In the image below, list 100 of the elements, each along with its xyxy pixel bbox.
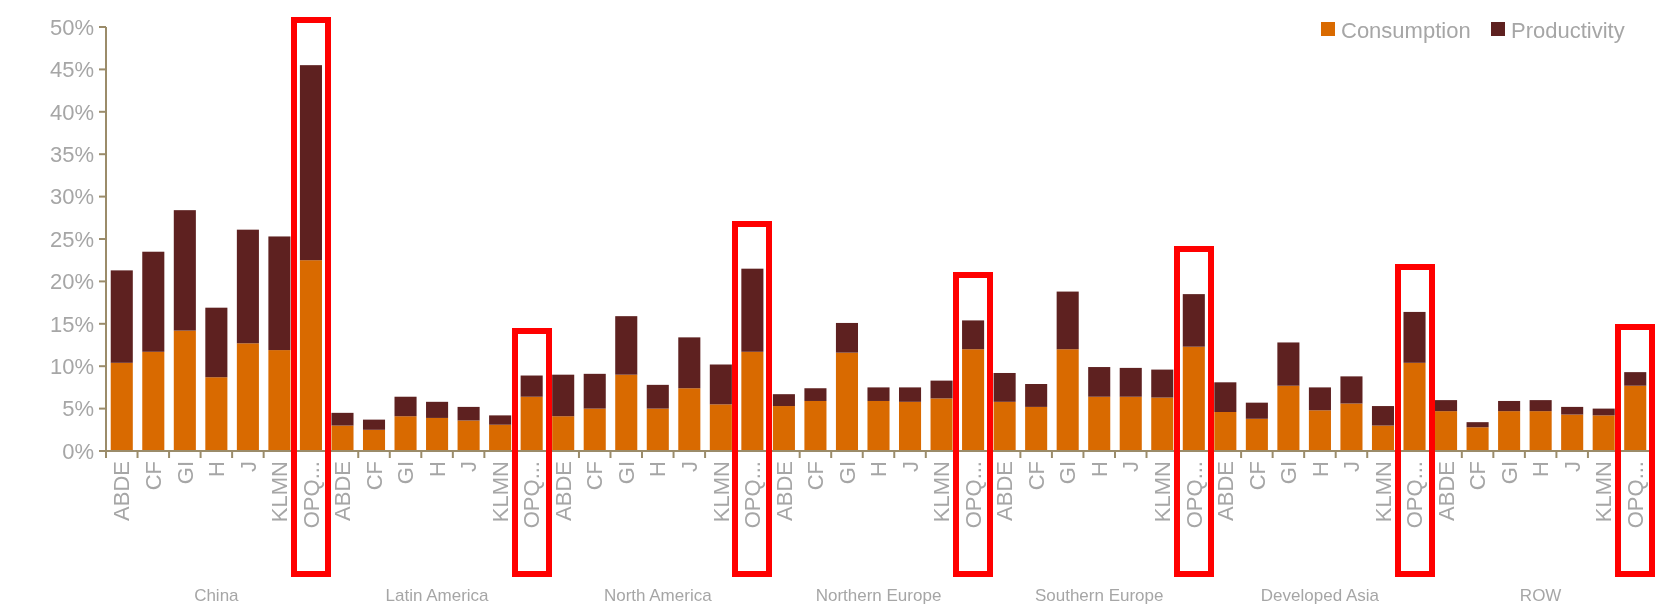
bar <box>1561 414 1584 451</box>
bar <box>1592 415 1615 451</box>
bar <box>899 387 922 402</box>
bar <box>1025 406 1048 451</box>
x-tick-label: J <box>1118 461 1144 472</box>
bar <box>142 351 165 451</box>
text: ROW <box>1519 586 1562 605</box>
x-tick-label: GI <box>393 461 419 485</box>
x-tick-label: OPQ... <box>740 461 766 529</box>
x-tick-label: GI <box>834 461 860 485</box>
y-tick-label: 25% <box>49 226 94 252</box>
bar <box>930 398 953 451</box>
bar <box>1498 400 1521 412</box>
y-tick-label: 50% <box>49 14 94 40</box>
bar <box>362 429 386 451</box>
bar <box>615 374 638 451</box>
bar <box>1529 400 1552 412</box>
x-tick-label: H <box>204 461 230 477</box>
y-tick-label: 20% <box>49 269 94 295</box>
bar <box>678 337 701 389</box>
bar <box>1214 382 1237 412</box>
x-tick-label: H <box>1086 461 1112 477</box>
bar <box>930 380 953 399</box>
bar <box>110 362 133 451</box>
bar <box>835 322 859 353</box>
bar <box>646 384 669 409</box>
y-tick-label: 5% <box>62 396 94 422</box>
y-tick-label: 45% <box>49 57 94 83</box>
bar <box>426 401 449 418</box>
bar <box>394 416 417 451</box>
y-tick-label: 40% <box>49 99 94 125</box>
x-tick-label: J <box>456 461 482 472</box>
bar <box>1056 291 1079 350</box>
x-tick-label: CF <box>141 461 166 491</box>
bar <box>1245 402 1268 419</box>
bar <box>1308 387 1331 411</box>
bar <box>110 270 133 363</box>
x-tick-label: H <box>645 461 671 477</box>
x-tick-label: J <box>897 461 923 472</box>
x-tick-label: CF <box>361 461 387 491</box>
text: Developed Asia <box>1260 586 1380 605</box>
bar <box>1088 396 1111 451</box>
x-tick-label: GI <box>1276 461 1302 485</box>
bar <box>236 343 259 451</box>
bar <box>709 364 732 405</box>
bar <box>457 406 480 421</box>
bar <box>1403 362 1426 451</box>
bar <box>1371 425 1395 451</box>
bar <box>1340 376 1363 404</box>
x-tick-label: CF <box>1465 461 1491 491</box>
bar <box>962 320 985 350</box>
x-tick-label: H <box>866 461 892 477</box>
x-tick-label: J <box>235 461 261 472</box>
x-tick-label: ABDE <box>109 461 135 521</box>
bar <box>867 400 890 451</box>
bar <box>1435 400 1458 412</box>
x-tick-label: OPQ... <box>960 461 986 529</box>
y-tick-label: 35% <box>49 141 94 167</box>
bar <box>1214 411 1237 451</box>
bar <box>1624 385 1647 451</box>
text: Northern Europe <box>815 586 942 605</box>
x-tick-label: ABDE <box>330 461 356 521</box>
x-tick-label: OPQ... <box>1402 461 1428 529</box>
bar <box>1466 422 1489 428</box>
text: Southern Europe <box>1034 586 1164 605</box>
text: North America <box>603 586 713 605</box>
legend-label: Productivity <box>1511 17 1625 43</box>
y-tick-label: 30% <box>49 184 94 210</box>
bar <box>1371 406 1395 426</box>
bar <box>552 374 575 417</box>
bar <box>1498 411 1521 451</box>
x-tick-label: OPQ... <box>298 461 324 529</box>
bar <box>835 352 859 451</box>
x-tick-label: GI <box>172 461 198 485</box>
bar <box>993 401 1016 451</box>
bar <box>489 424 512 451</box>
bar <box>205 307 228 378</box>
bar <box>1151 397 1174 451</box>
y-tick-label: 10% <box>49 353 94 379</box>
bar <box>205 377 228 451</box>
x-tick-label: KLMN <box>487 461 513 523</box>
bar <box>520 396 543 451</box>
bar <box>236 229 259 344</box>
x-tick-label: CF <box>1244 461 1270 491</box>
x-tick-label: J <box>1559 461 1585 472</box>
bar <box>615 316 638 375</box>
bar <box>1025 384 1048 407</box>
x-tick-label: GI <box>1496 461 1522 485</box>
bar <box>362 419 386 430</box>
x-tick-label: OPQ... <box>519 461 545 529</box>
bar <box>993 372 1016 402</box>
bar <box>457 420 480 451</box>
bar <box>804 388 827 401</box>
x-tick-label: ABDE <box>992 461 1018 521</box>
bar <box>1435 411 1458 451</box>
bar <box>583 408 606 451</box>
bar <box>394 396 417 417</box>
bar <box>1151 369 1174 398</box>
bar <box>1340 403 1363 451</box>
x-tick-label: ABDE <box>550 461 576 521</box>
